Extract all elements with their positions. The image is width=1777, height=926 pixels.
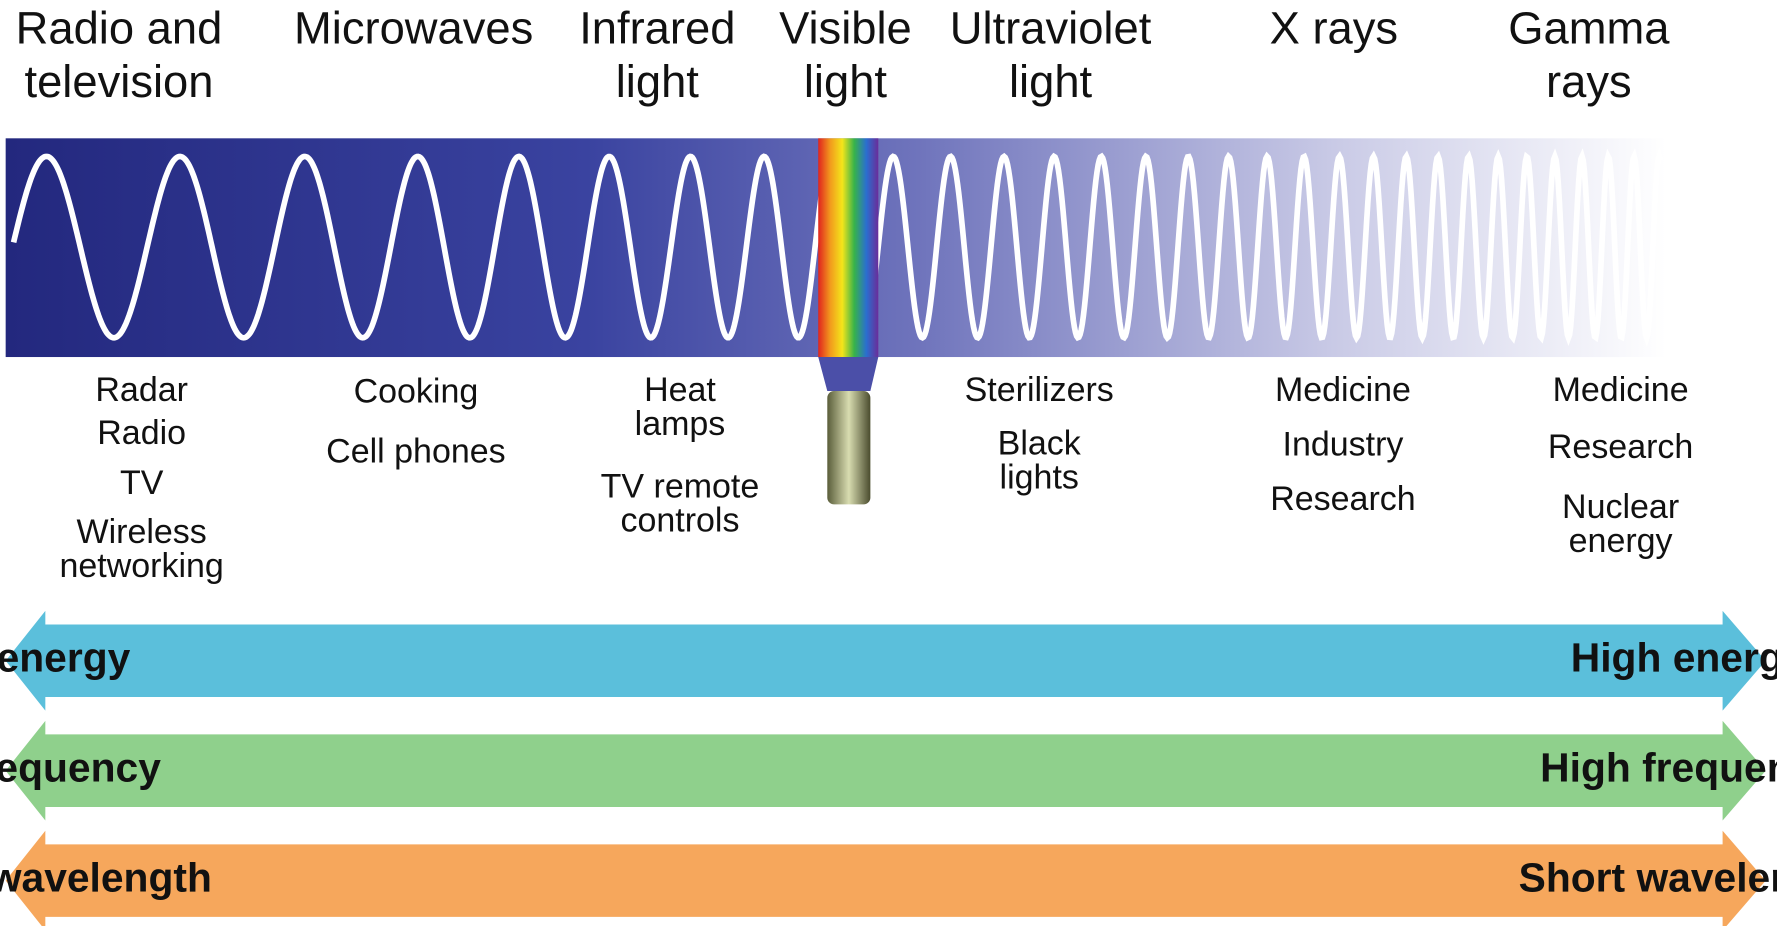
- band-use: networking: [59, 547, 223, 585]
- band-use: Medicine: [1275, 371, 1411, 409]
- band-title: Ultraviolet: [950, 3, 1152, 54]
- band-use: Wireless: [77, 513, 207, 551]
- band-use: Radar: [95, 371, 188, 409]
- band-use: controls: [620, 501, 739, 539]
- arrow: [6, 721, 1766, 821]
- band-use: lights: [1000, 458, 1079, 496]
- band-use: Nuclear: [1562, 488, 1679, 526]
- band-use: TV remote: [601, 467, 760, 505]
- band-use: Research: [1548, 428, 1693, 466]
- band-title: X rays: [1270, 3, 1398, 54]
- probe: [827, 391, 870, 504]
- band-use: lamps: [635, 405, 726, 443]
- band-use: Black: [998, 424, 1082, 462]
- band-use: Radio: [97, 414, 186, 452]
- band-use: Research: [1270, 480, 1415, 518]
- band-use: Industry: [1283, 426, 1404, 464]
- band-use: TV: [120, 464, 164, 502]
- band-title: light: [616, 56, 700, 107]
- band-title: light: [1009, 56, 1093, 107]
- arrow-right-label: High frequency: [1540, 744, 1777, 790]
- band-title: Radio and: [16, 3, 223, 54]
- band-title: Gamma: [1508, 3, 1670, 54]
- prism-base: [818, 357, 878, 391]
- visible-strip: [818, 138, 878, 357]
- arrow: [6, 831, 1766, 926]
- spectrum-diagram: Low energy High energy Low frequency High f…: [0, 0, 1777, 926]
- arrow: [6, 611, 1766, 711]
- arrow-left-label: Low energy: [0, 635, 131, 681]
- band-title: rays: [1546, 56, 1632, 107]
- band-use: Cooking: [354, 372, 479, 410]
- band-use: Medicine: [1553, 371, 1689, 409]
- arrow-right-label: High energy: [1571, 635, 1777, 681]
- arrow-left-label: Low frequency: [0, 744, 161, 790]
- band-title: television: [25, 56, 214, 107]
- band-title: Infrared: [579, 3, 735, 54]
- band-title: light: [804, 56, 888, 107]
- arrow-left-label: Long wavelength: [0, 854, 212, 900]
- band-title: Microwaves: [294, 3, 533, 54]
- band-title: Visible: [779, 3, 912, 54]
- band-use: Sterilizers: [965, 371, 1114, 409]
- band-use: Cell phones: [326, 432, 505, 470]
- arrow-right-label: Short wavelength: [1519, 854, 1777, 900]
- band-use: energy: [1569, 522, 1673, 560]
- band-use: Heat: [644, 371, 716, 409]
